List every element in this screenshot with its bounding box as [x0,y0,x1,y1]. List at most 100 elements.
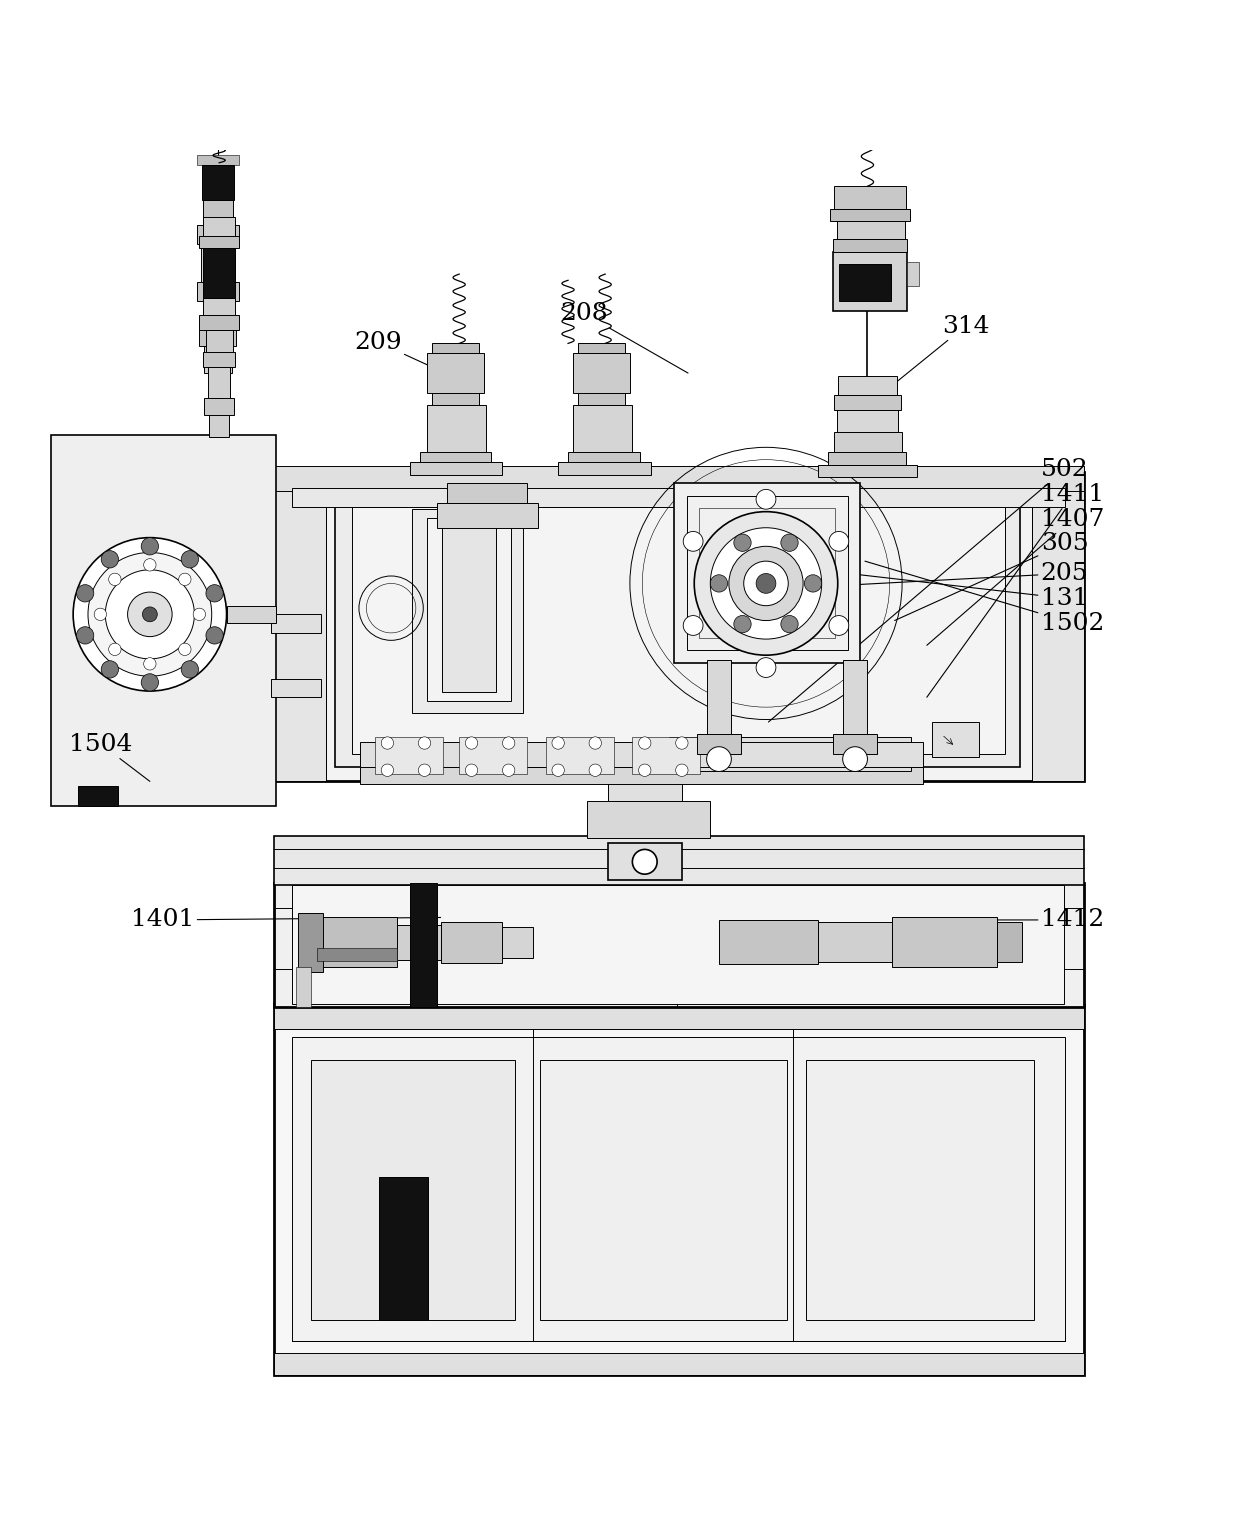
Bar [293,886,1064,1004]
Bar [203,200,233,225]
Circle shape [734,534,751,551]
Circle shape [128,592,172,637]
Bar [274,1006,1084,1029]
Text: 314: 314 [893,315,990,386]
Circle shape [465,737,477,749]
Circle shape [465,764,477,777]
Circle shape [141,538,159,555]
Circle shape [418,737,430,749]
Bar [427,354,484,392]
Circle shape [381,737,393,749]
Bar [446,483,527,503]
Bar [670,737,910,772]
Bar [837,221,904,240]
Bar [997,923,1022,961]
Bar [227,606,277,623]
Bar [208,368,231,398]
Circle shape [73,538,227,691]
Text: 1401: 1401 [131,909,440,932]
Bar [838,375,897,395]
Bar [360,741,923,766]
Bar [374,737,443,774]
Circle shape [756,658,776,677]
Bar [833,252,906,311]
Circle shape [502,737,515,749]
Bar [317,949,397,961]
Bar [203,217,236,235]
Circle shape [381,764,393,777]
Text: 1502: 1502 [866,561,1104,635]
Circle shape [639,764,651,777]
Bar [687,495,848,651]
Circle shape [181,551,198,568]
Bar [1032,472,1084,781]
Circle shape [179,643,191,655]
Text: 305: 305 [895,532,1089,620]
Bar [539,1060,787,1320]
Bar [274,1353,1084,1375]
Text: 1407: 1407 [926,508,1104,646]
Bar [573,354,630,392]
Bar [427,404,486,452]
Text: 1411: 1411 [926,483,1104,697]
Bar [274,466,1084,491]
Bar [274,472,326,781]
Bar [409,461,502,475]
Circle shape [552,737,564,749]
Circle shape [88,552,212,677]
Bar [835,395,900,411]
Text: 208: 208 [560,301,688,374]
Circle shape [94,608,107,620]
Bar [835,186,905,209]
Bar [351,506,1004,754]
Bar [197,155,239,165]
Bar [197,281,239,301]
Text: 502: 502 [769,458,1089,721]
Circle shape [144,558,156,571]
Bar [274,472,1084,781]
Bar [203,352,236,368]
Circle shape [676,737,688,749]
Circle shape [781,534,799,551]
Circle shape [707,747,732,772]
Circle shape [744,561,789,606]
Bar [578,392,625,404]
Bar [818,923,893,961]
Bar [203,301,233,323]
Bar [378,1177,428,1320]
Bar [697,734,742,754]
Circle shape [830,615,848,635]
Bar [296,967,311,1006]
Bar [440,923,502,963]
Bar [436,503,538,528]
Text: 1412: 1412 [898,909,1104,932]
Bar [206,329,233,352]
Bar [293,488,1065,506]
Bar [419,452,491,461]
Bar [203,298,236,315]
Circle shape [102,551,119,568]
Bar [432,343,479,354]
Circle shape [109,574,122,586]
Bar [205,346,232,374]
Text: 202: 202 [91,620,193,669]
Bar [78,786,118,806]
Bar [831,209,909,221]
Bar [51,435,277,806]
Circle shape [179,574,191,586]
Text: 205: 205 [833,561,1089,586]
Circle shape [77,626,94,644]
Bar [203,248,236,298]
Bar [336,494,1019,766]
Circle shape [632,849,657,874]
Bar [699,508,836,638]
Circle shape [683,532,703,551]
Bar [293,1038,1065,1341]
Bar [321,918,397,967]
Bar [675,483,861,663]
Bar [274,1004,1084,1375]
Bar [546,737,614,774]
Text: 209: 209 [353,331,477,388]
Bar [558,461,651,475]
Bar [412,509,523,714]
